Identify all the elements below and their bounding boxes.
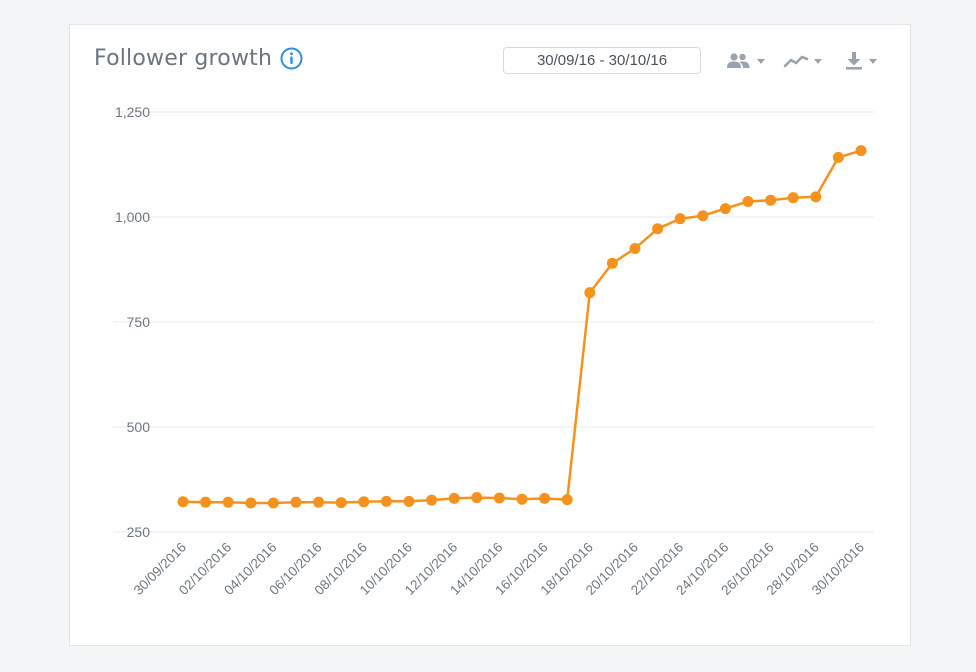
data-point[interactable] [606, 257, 618, 269]
data-point[interactable] [719, 203, 731, 215]
series-line [182, 149, 862, 505]
data-point[interactable] [674, 213, 686, 225]
series-line [182, 149, 862, 505]
data-point[interactable] [222, 496, 234, 508]
data-point[interactable] [810, 191, 822, 203]
data-point[interactable] [471, 492, 483, 504]
download-icon [846, 52, 862, 70]
date-range-picker[interactable]: 30/09/16 - 30/10/16 [503, 47, 701, 74]
data-point[interactable] [697, 210, 709, 222]
chart-type-button[interactable] [783, 51, 822, 71]
data-point[interactable] [629, 243, 641, 254]
data-point[interactable] [832, 151, 844, 163]
data-point[interactable] [539, 492, 551, 504]
data-point[interactable] [584, 287, 596, 299]
chevron-down-icon [757, 58, 765, 64]
data-point[interactable] [245, 497, 257, 509]
y-tick-label: 1,250 [115, 104, 150, 120]
y-tick-label: 250 [127, 524, 151, 540]
data-point[interactable] [765, 194, 777, 206]
data-point[interactable] [267, 497, 279, 509]
chart-title: Follower growth [94, 46, 273, 71]
audience-filter-button[interactable] [726, 51, 765, 71]
data-point[interactable] [448, 492, 460, 504]
data-point[interactable] [380, 495, 392, 507]
data-point[interactable] [855, 145, 867, 157]
data-point[interactable] [403, 495, 415, 507]
y-tick-label: 750 [127, 314, 151, 330]
download-button[interactable] [844, 51, 877, 71]
series-points [177, 145, 867, 509]
follower-growth-chart: 250 500 750 1,000 1,250 30/09/201602/10/2016… [113, 104, 874, 598]
info-icon[interactable] [280, 47, 303, 70]
data-point[interactable] [561, 494, 573, 506]
x-axis-ticks: 30/09/201602/10/201604/10/201606/10/2016… [131, 540, 867, 598]
data-point[interactable] [177, 496, 189, 508]
data-point[interactable] [358, 496, 370, 508]
data-point[interactable] [652, 223, 664, 235]
chevron-down-icon [814, 58, 822, 64]
data-point[interactable] [290, 496, 302, 508]
data-point[interactable] [493, 492, 505, 504]
chevron-down-icon [869, 58, 877, 64]
data-point[interactable] [787, 192, 799, 204]
data-point[interactable] [516, 493, 528, 505]
y-tick-label: 500 [127, 419, 151, 435]
line-chart-icon [783, 55, 809, 68]
y-tick-label: 1,000 [115, 209, 150, 225]
people-icon [727, 53, 750, 68]
y-axis-ticks: 250 500 750 1,000 1,250 [115, 104, 150, 540]
follower-growth-card: Follower growth 30/09/16 - 30/10/16 250 5 [69, 24, 911, 646]
data-point[interactable] [335, 497, 347, 509]
data-point[interactable] [426, 494, 438, 506]
grid-lines [113, 111, 874, 533]
data-point[interactable] [200, 496, 212, 508]
data-point[interactable] [742, 195, 754, 207]
data-point[interactable] [313, 496, 325, 508]
